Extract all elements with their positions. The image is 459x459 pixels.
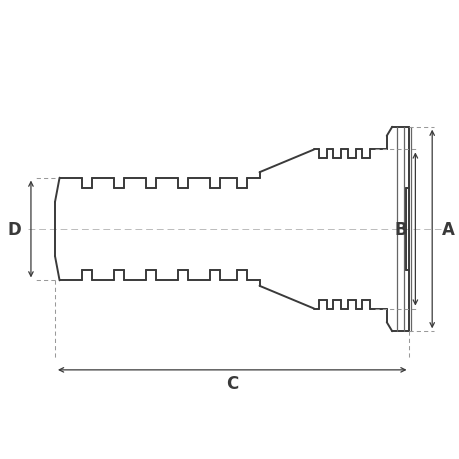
Text: B: B xyxy=(394,220,406,239)
Text: D: D xyxy=(7,220,21,239)
Text: A: A xyxy=(441,220,454,239)
Text: C: C xyxy=(226,375,238,392)
